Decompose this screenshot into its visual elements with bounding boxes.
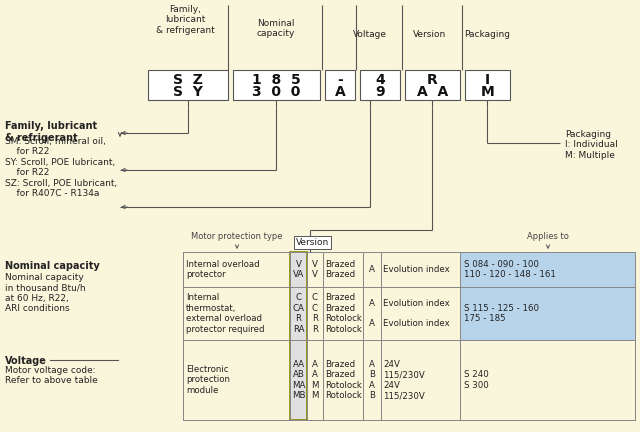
Text: C
CA
R
RA: C CA R RA	[292, 293, 305, 334]
Text: S  Y: S Y	[173, 85, 203, 99]
Text: I: I	[485, 73, 490, 87]
Text: A  A: A A	[417, 85, 448, 99]
Text: V
V: V V	[312, 260, 318, 279]
Text: Nominal
capacity: Nominal capacity	[257, 19, 295, 38]
Text: V
VA: V VA	[293, 260, 304, 279]
Text: Packaging
I: Individual
M: Multiple: Packaging I: Individual M: Multiple	[565, 130, 618, 160]
Text: Nominal capacity
in thousand Btu/h
at 60 Hz, R22,
ARI conditions: Nominal capacity in thousand Btu/h at 60…	[5, 273, 86, 313]
Text: S  Z: S Z	[173, 73, 203, 87]
Text: Brazed
Brazed
Rotolock
Rotolock: Brazed Brazed Rotolock Rotolock	[325, 293, 362, 334]
Bar	[290, 287, 307, 340]
Text: 1  8  5: 1 8 5	[252, 73, 301, 87]
Text: Brazed
Brazed
Rotolock
Rotolock: Brazed Brazed Rotolock Rotolock	[325, 360, 362, 400]
Text: S 115 - 125 - 160
175 - 185: S 115 - 125 - 160 175 - 185	[464, 304, 539, 323]
Text: A: A	[335, 85, 346, 99]
Text: A
B
A
B: A B A B	[369, 360, 375, 400]
Text: Internal
thermostat,
external overload
protector required: Internal thermostat, external overload p…	[186, 293, 264, 334]
Text: Motor voltage code:
Refer to above table: Motor voltage code: Refer to above table	[5, 366, 98, 385]
Text: Nominal capacity: Nominal capacity	[5, 261, 100, 271]
Bar	[325, 70, 355, 100]
Bar	[233, 70, 320, 100]
Text: Voltage: Voltage	[5, 356, 47, 366]
Text: Family, lubricant
& refrigerant: Family, lubricant & refrigerant	[5, 121, 97, 143]
Bar	[405, 70, 460, 100]
Text: A: A	[369, 265, 375, 274]
Text: Electronic
protection
module: Electronic protection module	[186, 365, 230, 395]
Text: A
A
M
M: A A M M	[311, 360, 319, 400]
Bar	[360, 70, 400, 100]
Bar	[290, 340, 307, 420]
Bar	[460, 252, 635, 287]
Text: Motor protection type: Motor protection type	[191, 232, 283, 241]
Text: S 240
S 300: S 240 S 300	[464, 370, 489, 390]
Text: Evolution index: Evolution index	[383, 265, 450, 274]
Text: Evolution index
 
Evolution index: Evolution index Evolution index	[383, 299, 450, 328]
Bar	[465, 70, 510, 100]
Text: 3  0  0: 3 0 0	[252, 85, 301, 99]
Text: M: M	[481, 85, 494, 99]
Text: Version: Version	[413, 30, 447, 39]
Bar	[148, 70, 228, 100]
Text: R: R	[427, 73, 438, 87]
Text: Internal overload
protector: Internal overload protector	[186, 260, 260, 279]
Bar	[290, 252, 307, 287]
Text: Applies to: Applies to	[527, 232, 569, 241]
Text: C
C
R
R: C C R R	[312, 293, 318, 334]
Text: -: -	[337, 73, 343, 87]
Bar	[290, 252, 307, 420]
Text: S 084 - 090 - 100
110 - 120 - 148 - 161: S 084 - 090 - 100 110 - 120 - 148 - 161	[464, 260, 556, 279]
Text: 9: 9	[375, 85, 385, 99]
Text: 24V
115/230V
24V
115/230V: 24V 115/230V 24V 115/230V	[383, 360, 425, 400]
Text: Voltage: Voltage	[353, 30, 387, 39]
Bar	[460, 287, 635, 340]
Text: Version: Version	[296, 238, 329, 247]
Text: A
 
A: A A	[369, 299, 375, 328]
Text: AA
AB
MA
MB: AA AB MA MB	[292, 360, 305, 400]
Text: Packaging: Packaging	[464, 30, 510, 39]
Text: Brazed
Brazed: Brazed Brazed	[325, 260, 355, 279]
Text: Family,
lubricant
& refrigerant: Family, lubricant & refrigerant	[156, 5, 214, 35]
Text: SM: Scroll, mineral oil,
    for R22
SY: Scroll, POE lubricant,
    for R22
SZ: : SM: Scroll, mineral oil, for R22 SY: Scr…	[5, 137, 117, 198]
Text: 4: 4	[375, 73, 385, 87]
